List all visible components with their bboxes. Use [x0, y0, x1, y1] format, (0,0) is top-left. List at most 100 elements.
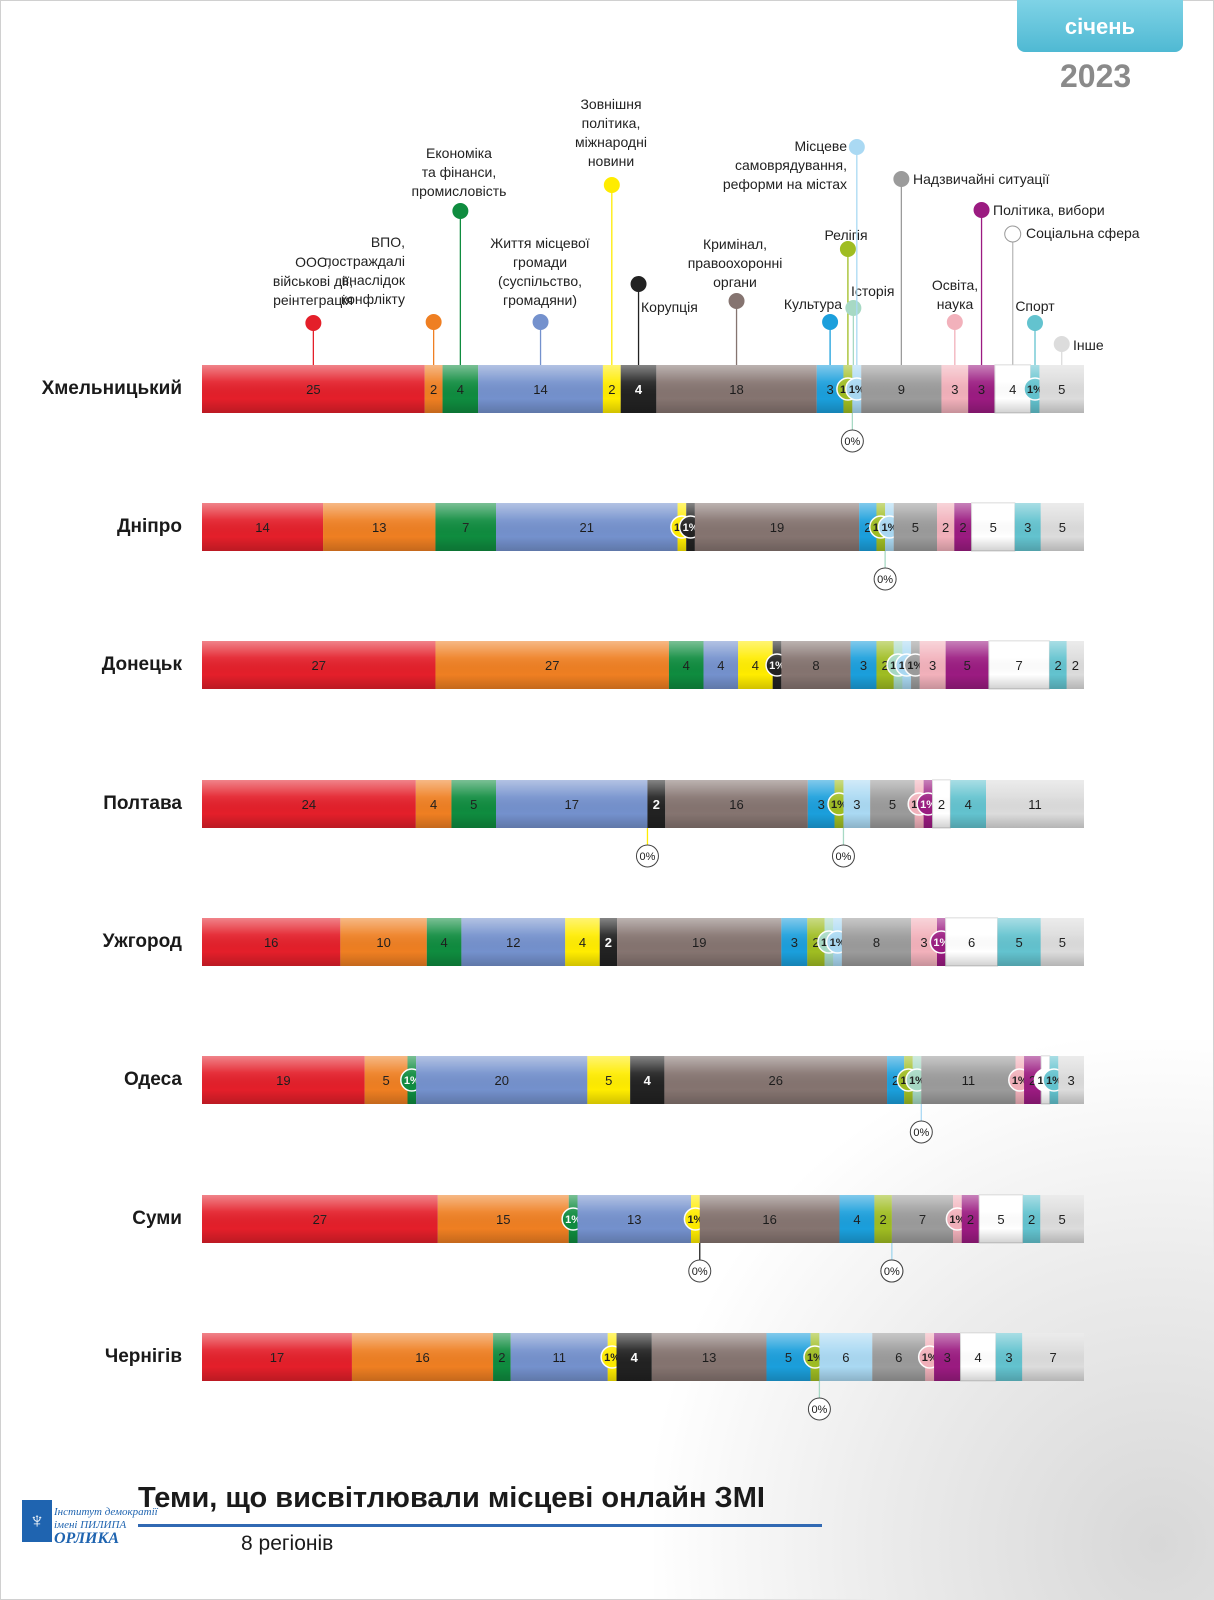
- zero-value-badge-history: [840, 429, 864, 453]
- bar-row-4: Ужгород16104124219321%1%831%655: [103, 917, 1084, 967]
- logo-text-line2: імені ПИЛИПА: [54, 1519, 127, 1531]
- legend-dot-other: [1053, 336, 1070, 352]
- legend-dot-social: [1004, 225, 1022, 243]
- zero-value-badge-selfgov: [909, 1120, 933, 1144]
- legend-label-corruption: Корупція: [641, 299, 698, 315]
- zero-value-badge-history: [831, 844, 855, 868]
- legend-label-vpo: конфлікту: [341, 291, 405, 307]
- legend-label-education: наука: [937, 296, 974, 312]
- zero-value-label: 0%: [913, 1127, 929, 1139]
- bar-row-7: Чернігів17162111%41351%661%34370%: [105, 1332, 1084, 1421]
- region-label: Хмельницький: [42, 378, 182, 399]
- stacked-bar-chart: ООС, військові дії, реінтеграція ВПО, постра…: [42, 96, 1140, 1421]
- bar-row-1: Дніпро14137211%1%1921%1%5225350%: [117, 502, 1084, 591]
- legend-label-history: Історія: [851, 283, 894, 299]
- region-label: Дніпро: [117, 516, 182, 537]
- institute-logo: [22, 1500, 52, 1542]
- legend-label-politics: Політика, вибори: [993, 202, 1105, 218]
- legend-dot-history: [845, 300, 862, 316]
- legend-label-other: Інше: [1073, 337, 1104, 353]
- legend-label-selfgov: Місцеве: [795, 138, 848, 154]
- legend-label-social: Соціальна сфера: [1026, 225, 1140, 241]
- legend-label-econ: та фінанси,: [422, 164, 497, 180]
- legend-dot-life: [532, 314, 549, 330]
- legend-label-life: Життя місцевої: [490, 235, 589, 251]
- month-tab: січень: [1017, 0, 1183, 52]
- legend-label-oos: ООС,: [295, 254, 331, 270]
- region-label: Чернігів: [105, 1346, 182, 1367]
- zero-value-badge-selfgov: [880, 1259, 904, 1283]
- title-underline: [138, 1524, 822, 1527]
- legend-dot-selfgov: [848, 139, 865, 155]
- legend-label-oos: військові дії,: [273, 273, 353, 289]
- legend-label-oos: реінтеграція: [273, 292, 353, 308]
- zero-value-label: 0%: [884, 1266, 900, 1278]
- legend-dot-culture: [822, 314, 839, 330]
- logo-text-line3: ОРЛИКА: [54, 1530, 120, 1547]
- legend-dot-politics: [973, 202, 990, 218]
- bar-row-3: Полтава24451721631%351%1%24110%0%: [103, 779, 1084, 868]
- legend-label-religion: Релігія: [824, 227, 867, 243]
- page-subtitle: 8 регіонів: [241, 1532, 334, 1555]
- legend-label-foreign: міжнародні: [575, 134, 647, 150]
- zero-value-badge-history: [873, 567, 897, 591]
- legend-dot-religion: [839, 241, 856, 257]
- legend-label-vpo: ВПО,: [371, 234, 405, 250]
- zero-value-badge-history: [807, 1397, 831, 1421]
- legend-label-foreign: політика,: [582, 115, 641, 131]
- legend-dot-vpo: [425, 314, 442, 330]
- legend-label-life: (суспільство,: [498, 273, 582, 289]
- bar-gloss: [202, 918, 1084, 966]
- year-label: 2023: [1060, 58, 1132, 94]
- legend-dot-econ: [452, 203, 469, 219]
- zero-value-label: 0%: [811, 1404, 827, 1416]
- legend-dot-corruption: [630, 276, 647, 292]
- legend-label-life: громадяни): [503, 292, 577, 308]
- bar-row-5: Одеса1951%20542621%1%111%21%1%30%: [124, 1055, 1084, 1144]
- zero-value-label: 0%: [877, 574, 893, 586]
- region-label: Суми: [132, 1208, 182, 1229]
- bar-gloss: [202, 1056, 1084, 1104]
- zero-value-label: 0%: [640, 851, 656, 863]
- page-title: Теми, що висвітлювали місцеві онлайн ЗМІ: [138, 1482, 765, 1514]
- legend-label-crime: органи: [713, 274, 757, 290]
- legend-label-econ: Економіка: [426, 145, 492, 161]
- zero-value-label: 0%: [836, 851, 852, 863]
- bar-gloss: [202, 365, 1084, 413]
- legend-label-vpo: постраждалі: [324, 253, 405, 269]
- legend-dot-emergency: [893, 171, 910, 187]
- bar-gloss: [202, 1333, 1084, 1381]
- legend-label-selfgov: реформи на містах: [723, 176, 847, 192]
- background-decoration: [654, 1040, 1214, 1600]
- trident-icon: ♆: [28, 1508, 46, 1533]
- region-label: Одеса: [124, 1069, 182, 1090]
- legend-label-foreign: новини: [588, 153, 634, 169]
- legend-dot-foreign: [603, 177, 620, 193]
- bar-row-6: Суми27151%131%164271%25250%0%0%: [132, 1194, 1084, 1283]
- zero-value-badge-corruption: [688, 1259, 712, 1283]
- legend-dot-sport: [1027, 315, 1043, 331]
- legend-label-emergency: Надзвичайні ситуації: [913, 171, 1050, 187]
- zero-value-badge-foreign: [635, 844, 659, 868]
- legend-label-crime: правоохоронні: [688, 255, 783, 271]
- bar-gloss: [202, 641, 1084, 689]
- bar-row-2: Донецьк27274441%8321%1%1%35722: [102, 640, 1084, 690]
- legend-dot-crime: [728, 293, 745, 309]
- zero-value-label: 0%: [692, 1266, 708, 1278]
- bar-gloss: [202, 780, 1084, 828]
- legend-label-crime: Кримінал,: [703, 236, 767, 252]
- region-label: Донецьк: [102, 654, 183, 675]
- legend-label-sport: Спорт: [1015, 298, 1055, 314]
- bar-row-0: Хмельницький252414241831%1%93341%50%: [42, 364, 1084, 453]
- logo-text-line1: Інститут демократії: [54, 1506, 158, 1518]
- legend-label-foreign: Зовнішня: [580, 96, 641, 112]
- legend-dot-education: [946, 314, 963, 330]
- region-label: Полтава: [103, 793, 182, 814]
- legend-label-selfgov: самоврядування,: [735, 157, 847, 173]
- legend-label-education: Освіта,: [932, 277, 978, 293]
- region-label: Ужгород: [103, 931, 182, 952]
- legend-label-vpo: внаслідок: [342, 272, 406, 288]
- zero-value-label: 0%: [844, 436, 860, 448]
- legend-label-econ: промисловість: [412, 183, 507, 199]
- legend-label-life: громади: [513, 254, 567, 270]
